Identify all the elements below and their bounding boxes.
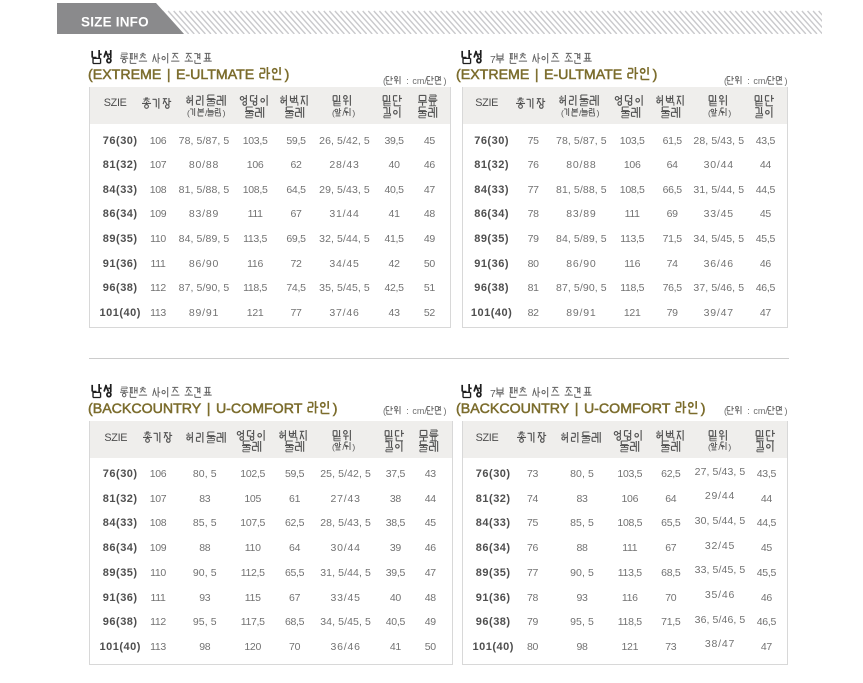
svg-text:|: | bbox=[207, 401, 211, 417]
svg-text:): ) bbox=[596, 108, 599, 118]
svg-text:7: 7 bbox=[490, 55, 496, 66]
svg-text:/: / bbox=[342, 442, 345, 452]
svg-text:(: ( bbox=[187, 108, 190, 118]
svg-text:E-ULTMATE: E-ULTMATE bbox=[176, 67, 254, 83]
svg-text:): ) bbox=[728, 442, 731, 452]
svg-text::: : bbox=[406, 406, 409, 416]
svg-text:): ) bbox=[352, 108, 355, 118]
svg-text::: : bbox=[747, 406, 750, 416]
svg-text:): ) bbox=[653, 67, 658, 83]
svg-text:): ) bbox=[701, 401, 706, 417]
svg-text:(BACKCOUNTRY: (BACKCOUNTRY bbox=[456, 401, 570, 417]
svg-text:(: ( bbox=[383, 406, 386, 416]
svg-text:cm/: cm/ bbox=[753, 76, 768, 86]
svg-text:U-COMFORT: U-COMFORT bbox=[584, 401, 671, 417]
svg-text:): ) bbox=[443, 406, 446, 416]
svg-text:): ) bbox=[285, 67, 290, 83]
svg-text:(: ( bbox=[724, 76, 727, 86]
svg-text:cm/: cm/ bbox=[412, 406, 427, 416]
svg-text:(: ( bbox=[332, 108, 335, 118]
svg-text:): ) bbox=[784, 406, 787, 416]
svg-text:E-ULTMATE: E-ULTMATE bbox=[544, 67, 622, 83]
svg-text:|: | bbox=[575, 401, 579, 417]
svg-text:|: | bbox=[535, 67, 539, 83]
svg-text:(EXTREME: (EXTREME bbox=[88, 67, 161, 83]
svg-text:SIZE INFO: SIZE INFO bbox=[81, 15, 149, 30]
svg-text:/: / bbox=[342, 108, 345, 118]
svg-text:/: / bbox=[205, 108, 208, 118]
svg-text:): ) bbox=[333, 401, 338, 417]
svg-text:): ) bbox=[443, 76, 446, 86]
svg-text:U-COMFORT: U-COMFORT bbox=[216, 401, 303, 417]
svg-text:): ) bbox=[728, 108, 731, 118]
svg-text:(EXTREME: (EXTREME bbox=[456, 67, 529, 83]
svg-text:/: / bbox=[718, 108, 721, 118]
svg-text:/: / bbox=[719, 442, 722, 452]
svg-text:): ) bbox=[352, 442, 355, 452]
svg-text:/: / bbox=[579, 108, 582, 118]
svg-text:(: ( bbox=[724, 406, 727, 416]
svg-text:|: | bbox=[167, 67, 171, 83]
svg-text:7: 7 bbox=[490, 389, 496, 400]
svg-text:(: ( bbox=[561, 108, 564, 118]
svg-text:(: ( bbox=[383, 76, 386, 86]
svg-text:): ) bbox=[223, 108, 226, 118]
svg-text:(BACKCOUNTRY: (BACKCOUNTRY bbox=[88, 401, 202, 417]
svg-text::: : bbox=[406, 76, 409, 86]
svg-text:cm/: cm/ bbox=[753, 406, 768, 416]
svg-text:cm/: cm/ bbox=[412, 76, 427, 86]
svg-text::: : bbox=[747, 76, 750, 86]
svg-text:): ) bbox=[784, 76, 787, 86]
svg-text:(: ( bbox=[708, 442, 711, 452]
svg-text:(: ( bbox=[332, 442, 335, 452]
svg-text:(: ( bbox=[708, 108, 711, 118]
